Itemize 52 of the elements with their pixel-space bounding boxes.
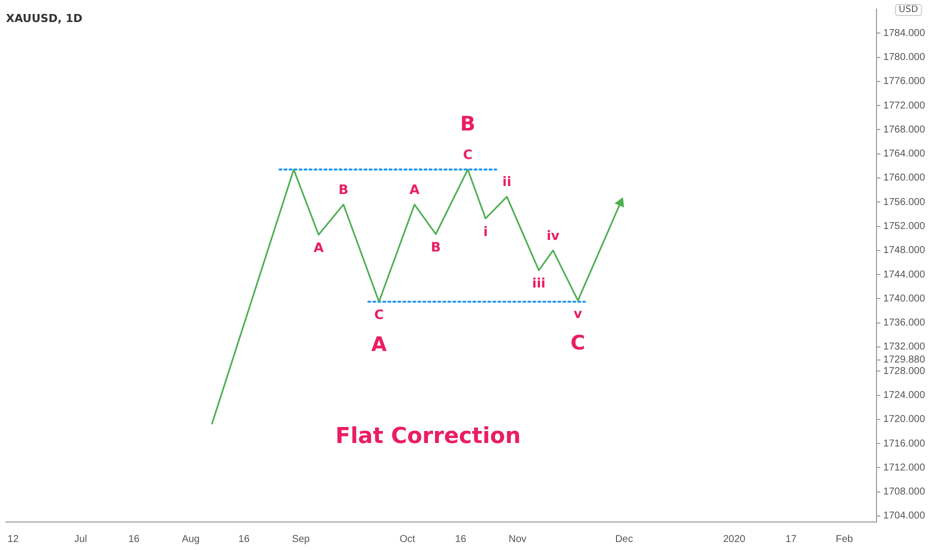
x-tick-label: Sep	[292, 534, 310, 545]
y-tick-label: 1764.000	[883, 148, 926, 160]
y-tick-label: 1744.000	[883, 269, 926, 280]
annotation: C	[374, 308, 384, 324]
y-tick-label: 1732.000	[883, 342, 926, 353]
x-tick-label: Feb	[836, 534, 854, 545]
x-tick-label: 16	[128, 534, 140, 545]
y-tick-label: 1708.000	[883, 486, 926, 498]
y-tick-label: 1748.000	[883, 245, 926, 256]
y-tick-label: 1772.000	[883, 100, 926, 112]
y-tick-label: 1728.000	[883, 366, 926, 377]
y-tick-label: 1704.000	[883, 510, 926, 522]
annotation: iii	[532, 276, 546, 292]
annotation: i	[483, 224, 488, 240]
annotation: A	[409, 182, 420, 198]
y-tick-label: 1720.000	[883, 414, 926, 426]
annotation: C	[570, 330, 586, 355]
annotation: B	[338, 182, 348, 198]
chart-title: XAUUSD, 1D	[6, 12, 82, 25]
y-tick-label: 1736.000	[883, 318, 926, 329]
annotation: C	[463, 148, 473, 163]
x-tick-label: Jul	[74, 534, 87, 545]
y-tick-label: 1756.000	[883, 196, 926, 208]
x-tick-label: 12	[8, 534, 20, 545]
y-tick-label: 1780.000	[883, 52, 926, 64]
y-tick-label: 1776.000	[883, 76, 926, 88]
y-axis-title: USD	[894, 4, 922, 16]
y-tick-label: 1784.000	[883, 28, 926, 39]
x-tick-label: Nov	[508, 534, 526, 545]
y-tick-label: 1729.880	[883, 354, 926, 366]
annotation: iv	[546, 228, 560, 244]
x-tick-label: Oct	[400, 534, 416, 545]
x-tick-label: Aug	[182, 534, 200, 545]
annotation: ii	[502, 175, 512, 190]
annotation: B	[430, 240, 441, 256]
x-tick-label: 16	[238, 534, 250, 545]
annotation: B	[460, 112, 476, 136]
x-tick-label: Dec	[615, 534, 633, 545]
annotation: A	[314, 241, 324, 256]
y-tick-label: 1740.000	[883, 293, 926, 304]
y-tick-label: 1716.000	[883, 438, 926, 450]
y-tick-label: 1752.000	[883, 221, 926, 232]
y-tick-label: 1724.000	[883, 390, 926, 402]
annotation: A	[371, 332, 388, 356]
x-tick-label: 16	[455, 534, 467, 545]
y-tick-label: 1768.000	[883, 124, 926, 136]
annotation: Flat Correction	[335, 424, 521, 450]
y-tick-label: 1760.000	[883, 172, 926, 184]
x-tick-label: 2020	[723, 534, 746, 545]
x-tick-label: 17	[785, 534, 798, 545]
annotation: v	[574, 306, 583, 322]
y-tick-label: 1712.000	[883, 462, 926, 474]
